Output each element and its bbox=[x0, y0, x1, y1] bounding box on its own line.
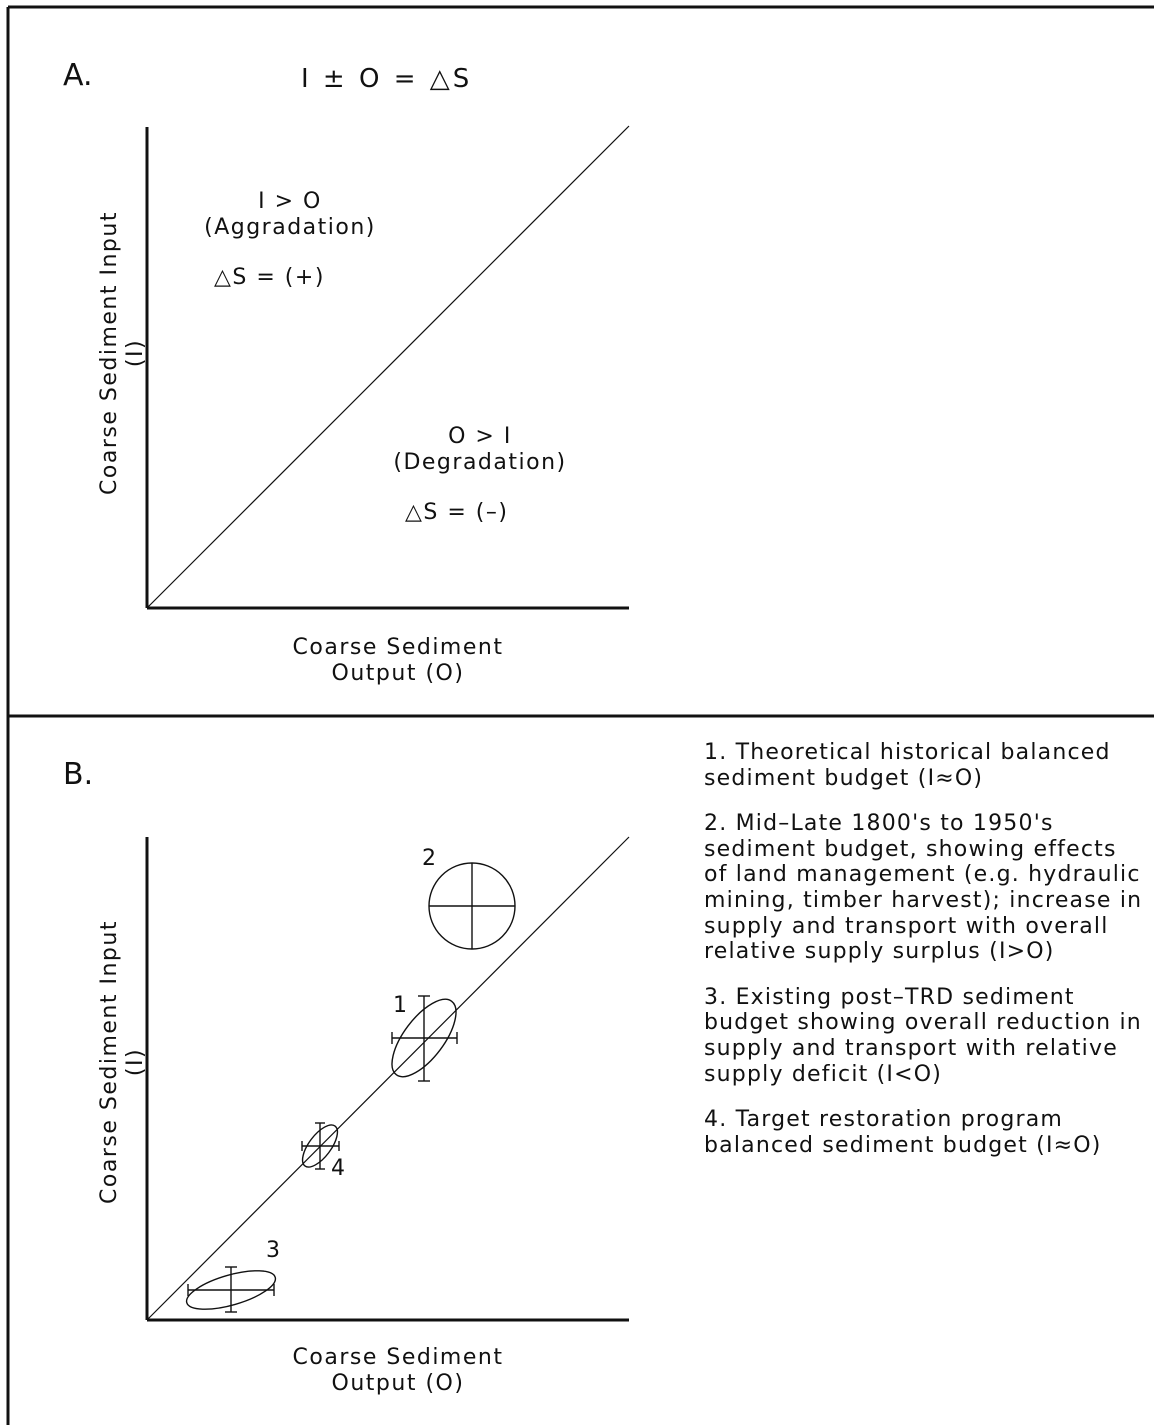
degradation-condition: O > I bbox=[448, 424, 512, 449]
budget-4-marker: 4 bbox=[331, 1156, 347, 1181]
degradation-title: (Degradation) bbox=[393, 450, 567, 475]
panel-a-x-axis-line1: Coarse Sediment bbox=[292, 635, 504, 660]
budget-2-circle bbox=[428, 862, 516, 950]
panel-a-label: A. bbox=[63, 58, 93, 93]
aggradation-title: (Aggradation) bbox=[204, 215, 376, 240]
panel-b-y-axis-line2: (I) bbox=[123, 1047, 148, 1077]
aggradation-label: I > O (Aggradation) bbox=[170, 189, 410, 241]
panel-a-x-axis-title: Coarse Sediment Output (O) bbox=[268, 635, 528, 687]
aggradation-condition: I > O bbox=[258, 189, 322, 214]
budget-1-marker: 1 bbox=[393, 993, 409, 1018]
budget-1-ellipse bbox=[391, 995, 458, 1082]
budget-4-ellipse bbox=[301, 1122, 340, 1170]
panel-a-balance-line bbox=[146, 125, 630, 609]
mass-balance-equation: I ± O = △S bbox=[301, 64, 473, 94]
panel-b-y-axis-title: Coarse Sediment Input (I) bbox=[97, 912, 157, 1212]
panel-a-y-axis-title: Coarse Sediment Input (I) bbox=[97, 203, 157, 503]
panel-a-y-axis-line2: (I) bbox=[123, 338, 148, 368]
degradation-label: O > I (Degradation) bbox=[360, 424, 600, 476]
panel-a-y-axis-line1: Coarse Sediment Input bbox=[97, 211, 122, 495]
panel-b-x-axis-line1: Coarse Sediment bbox=[292, 1345, 504, 1370]
panel-b-balance-line bbox=[146, 836, 630, 1321]
panel-a-x-axis-line2: Output (O) bbox=[331, 661, 465, 686]
panel-b-x-axis-line2: Output (O) bbox=[331, 1371, 465, 1396]
budget-2-marker: 2 bbox=[422, 846, 438, 871]
panel-a-plot bbox=[145, 125, 630, 610]
panel-b-label: B. bbox=[63, 757, 94, 792]
legend-item-4: 4. Target restoration program balanced s… bbox=[704, 1107, 1102, 1158]
budget-3-marker: 3 bbox=[266, 1238, 282, 1263]
panel-b-plot bbox=[145, 836, 630, 1322]
budget-legend: 1. Theoretical historical balanced sedim… bbox=[704, 740, 1144, 1178]
panel-b-y-axis-line1: Coarse Sediment Input bbox=[97, 920, 122, 1204]
degradation-delta: △S = (–) bbox=[405, 500, 509, 525]
panel-b-x-axis-title: Coarse Sediment Output (O) bbox=[268, 1345, 528, 1397]
budget-3-ellipse bbox=[185, 1266, 277, 1313]
legend-item-1: 1. Theoretical historical balanced sedim… bbox=[704, 740, 1111, 791]
legend-item-3: 3. Existing post–TRD sediment budget sho… bbox=[704, 984, 1142, 1087]
aggradation-delta: △S = (+) bbox=[214, 265, 325, 290]
legend-item-2: 2. Mid–Late 1800's to 1950's sediment bu… bbox=[704, 811, 1143, 965]
